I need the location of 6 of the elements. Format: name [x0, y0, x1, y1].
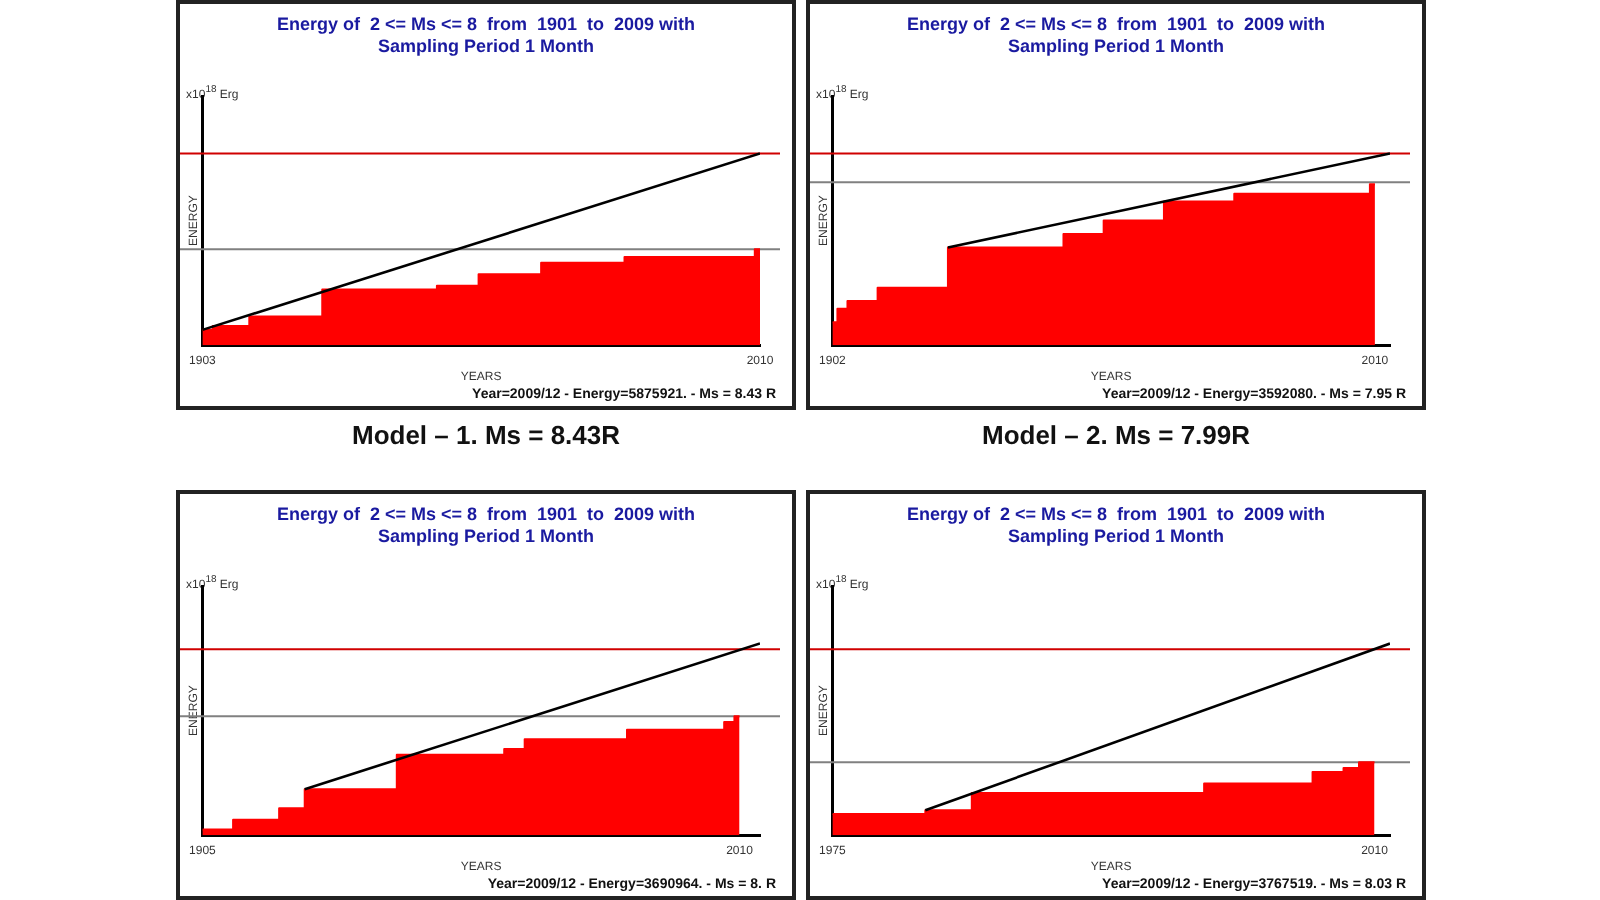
chart-title: Energy of 2 <= Ms <= 8 from 1901 to 2009 with Sampling Period 1 Month	[274, 504, 698, 548]
text: Model – 2. Ms = 7.99R	[979, 420, 1253, 450]
chart-title: Energy of 2 <= Ms <= 8 from 1901 to 2009 with Sampling Period 1 Month	[904, 14, 1328, 58]
text: Model – 1. Ms = 8.43R	[349, 420, 623, 450]
chart-title: Energy of 2 <= Ms <= 8 from 1901 to 2009 with Sampling Period 1 Month	[274, 14, 698, 58]
chart-title: Energy of 2 <= Ms <= 8 from 1901 to 2009 with Sampling Period 1 Month	[904, 504, 1328, 548]
